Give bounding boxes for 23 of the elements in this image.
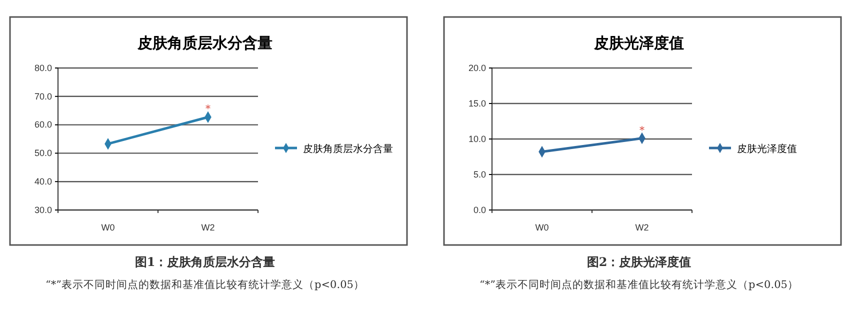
chart-title: 皮肤光泽度值 <box>593 34 684 52</box>
y-tick-label: 60.0 <box>34 120 52 130</box>
y-tick-label: 30.0 <box>34 204 52 215</box>
y-tick-label: 70.0 <box>34 91 52 102</box>
caption: 图1：皮肤角质层水分含量 <box>134 255 276 269</box>
x-tick-label: W0 <box>101 222 115 232</box>
y-tick-label: 40.0 <box>34 176 52 186</box>
y-tick-label: 80.0 <box>34 62 52 73</box>
x-tick-label: W2 <box>635 222 649 232</box>
y-tick-label: 20.0 <box>468 62 486 73</box>
x-tick-label: W2 <box>201 222 215 232</box>
text: “*”表示不同时间点的数据和基准值比较有统计学意义（p<0.05） <box>46 278 364 291</box>
y-tick-label: 15.0 <box>468 98 486 108</box>
chart-title: 皮肤角质层水分含量 <box>136 34 272 52</box>
y-tick-label: 0.0 <box>473 204 486 215</box>
legend-label: 皮肤光泽度值 <box>737 143 797 155</box>
caption: 图2：皮肤光泽度值 <box>586 255 692 269</box>
y-tick-label: 5.0 <box>473 169 486 180</box>
y-tick-label: 50.0 <box>34 148 52 158</box>
y-tick-label: 10.0 <box>468 134 486 144</box>
legend-label: 皮肤角质层水分含量 <box>303 143 393 155</box>
text: “*”表示不同时间点的数据和基准值比较有统计学意义（p<0.05） <box>480 278 798 291</box>
x-tick-label: W0 <box>535 222 549 232</box>
